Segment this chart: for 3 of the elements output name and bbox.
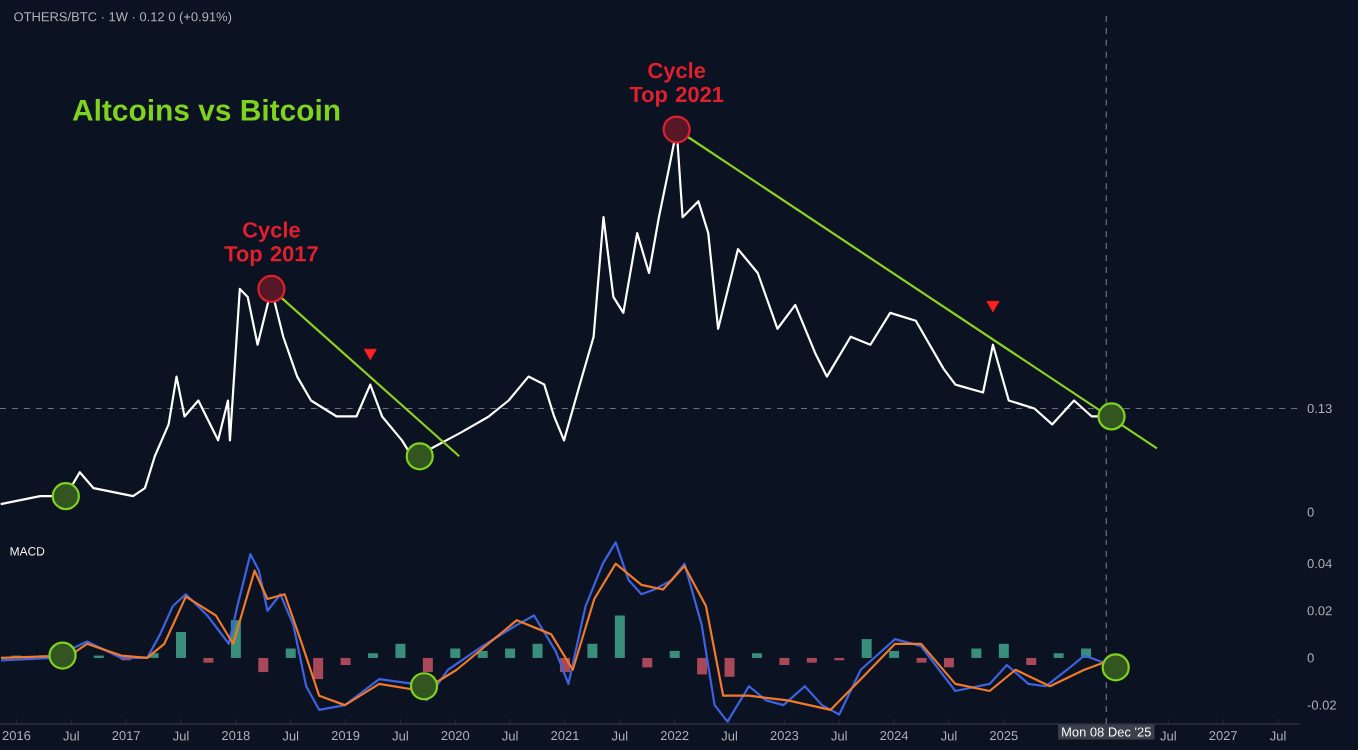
text: Altcoins vs Bitcoin xyxy=(72,98,340,121)
annotation: Cycle Top 2021 xyxy=(629,62,724,107)
annotation: Cycle Top 2017 xyxy=(224,221,318,266)
